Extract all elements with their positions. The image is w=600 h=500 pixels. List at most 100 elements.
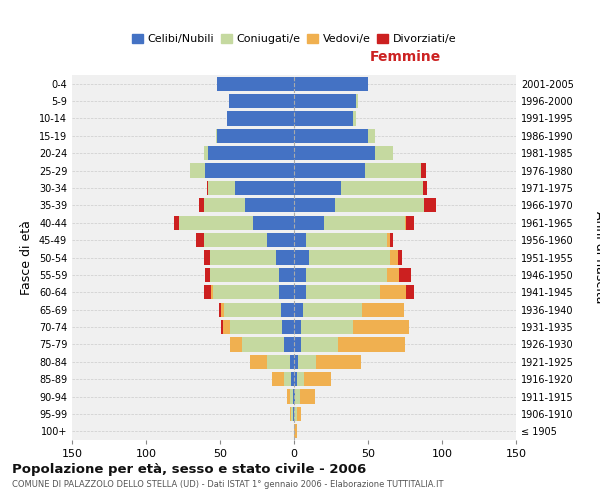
Bar — [294, 164, 365, 177]
Bar — [290, 407, 291, 421]
Bar — [223, 320, 230, 334]
Bar — [281, 302, 294, 317]
Bar — [376, 146, 393, 160]
Bar — [301, 320, 353, 334]
Bar — [294, 302, 303, 317]
Bar — [399, 268, 411, 282]
Bar — [341, 181, 423, 195]
Text: COMUNE DI PALAZZOLO DELLO STELLA (UD) - Dati ISTAT 1° gennaio 2006 - Elaborazion: COMUNE DI PALAZZOLO DELLO STELLA (UD) - … — [12, 480, 443, 489]
Bar — [405, 216, 406, 230]
Bar — [242, 338, 284, 351]
Bar — [423, 181, 427, 195]
Bar — [250, 354, 268, 369]
Bar — [282, 320, 294, 334]
Bar — [205, 164, 294, 177]
Bar — [353, 112, 356, 126]
Bar — [294, 76, 368, 91]
Bar — [212, 285, 279, 300]
Bar — [268, 354, 290, 369]
Bar — [298, 354, 316, 369]
Text: Femmine: Femmine — [370, 50, 440, 64]
Bar — [215, 128, 217, 143]
Bar — [301, 338, 338, 351]
Bar — [353, 320, 409, 334]
Y-axis label: Fasce di età: Fasce di età — [20, 220, 33, 295]
Bar — [294, 372, 297, 386]
Bar — [368, 128, 376, 143]
Bar — [190, 164, 205, 177]
Bar — [205, 268, 209, 282]
Bar — [279, 285, 294, 300]
Bar — [406, 285, 414, 300]
Bar — [294, 216, 323, 230]
Bar — [206, 181, 208, 195]
Bar — [424, 198, 436, 212]
Legend: Celibi/Nubili, Coniugati/e, Vedovi/e, Divorziati/e: Celibi/Nubili, Coniugati/e, Vedovi/e, Di… — [127, 30, 461, 49]
Bar — [309, 250, 390, 264]
Bar — [387, 233, 390, 247]
Bar — [294, 354, 298, 369]
Bar — [294, 198, 335, 212]
Bar — [294, 424, 297, 438]
Bar — [291, 372, 294, 386]
Bar — [316, 354, 361, 369]
Bar — [245, 198, 294, 212]
Bar — [294, 268, 306, 282]
Bar — [294, 285, 306, 300]
Bar — [217, 76, 294, 91]
Bar — [211, 285, 212, 300]
Bar — [365, 164, 421, 177]
Bar — [306, 268, 387, 282]
Bar — [209, 250, 276, 264]
Bar — [230, 320, 282, 334]
Bar — [294, 338, 301, 351]
Bar — [208, 146, 294, 160]
Bar — [421, 164, 426, 177]
Bar — [268, 233, 294, 247]
Bar — [293, 390, 294, 404]
Bar — [208, 181, 235, 195]
Bar — [253, 216, 294, 230]
Bar — [380, 285, 406, 300]
Bar — [387, 268, 399, 282]
Y-axis label: Anni di nascita: Anni di nascita — [593, 211, 600, 304]
Bar — [204, 285, 211, 300]
Bar — [284, 338, 294, 351]
Bar — [304, 372, 331, 386]
Bar — [323, 216, 405, 230]
Bar — [356, 94, 358, 108]
Bar — [306, 285, 380, 300]
Bar — [204, 198, 245, 212]
Bar — [335, 198, 424, 212]
Bar — [406, 216, 414, 230]
Bar — [204, 146, 208, 160]
Bar — [287, 390, 290, 404]
Bar — [294, 94, 356, 108]
Bar — [290, 354, 294, 369]
Bar — [218, 302, 221, 317]
Bar — [235, 181, 294, 195]
Bar — [293, 407, 294, 421]
Bar — [199, 198, 204, 212]
Bar — [303, 302, 362, 317]
Bar — [295, 390, 300, 404]
Bar — [204, 250, 209, 264]
Bar — [390, 233, 393, 247]
Bar — [279, 268, 294, 282]
Bar — [224, 302, 281, 317]
Bar — [294, 128, 368, 143]
Bar — [294, 390, 295, 404]
Bar — [294, 407, 297, 421]
Text: Popolazione per età, sesso e stato civile - 2006: Popolazione per età, sesso e stato civil… — [12, 462, 366, 475]
Bar — [294, 112, 353, 126]
Bar — [294, 181, 341, 195]
Bar — [272, 372, 284, 386]
Bar — [294, 320, 301, 334]
Bar — [338, 338, 405, 351]
Bar — [230, 338, 242, 351]
Bar — [290, 390, 293, 404]
Bar — [229, 94, 294, 108]
Bar — [276, 250, 294, 264]
Bar — [174, 216, 179, 230]
Bar — [362, 302, 404, 317]
